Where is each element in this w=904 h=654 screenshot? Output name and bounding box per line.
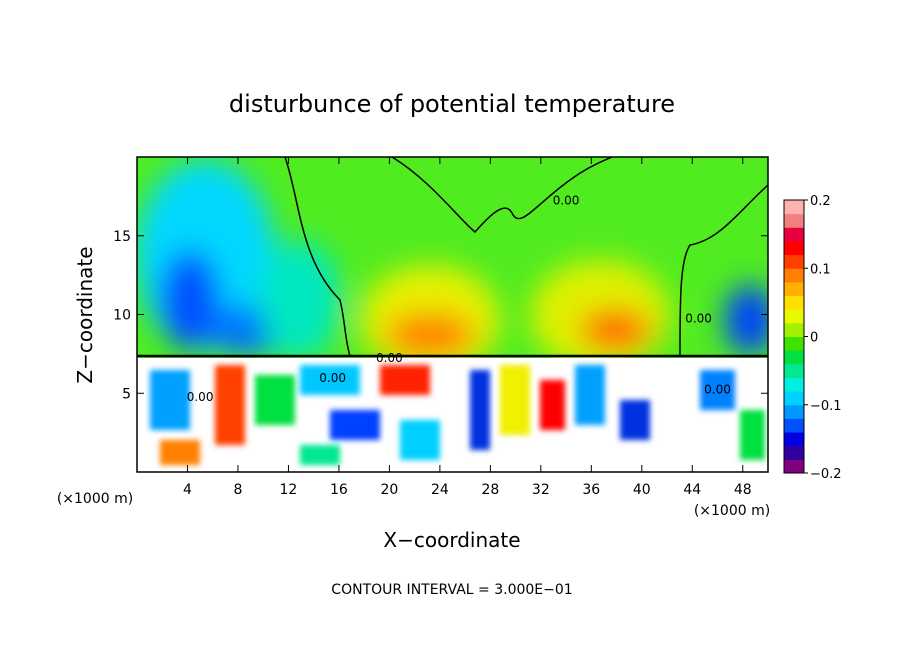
colorbar-tick-label: 0.2 <box>810 194 831 209</box>
zero-contour-north <box>391 157 613 234</box>
zero-contour-east <box>679 184 768 357</box>
colorbar-band <box>784 404 804 419</box>
turbulent-patches <box>150 365 765 465</box>
colorbar-ticks: 0.2 0.1 0 −0.1 −0.2 <box>804 194 842 482</box>
warm-anomaly-east-core <box>580 310 650 350</box>
contour-interval-note: CONTOUR INTERVAL = 3.000E−01 <box>331 582 572 598</box>
colorbar-band <box>784 240 804 256</box>
x-tick-label: 16 <box>330 482 348 498</box>
x-tick-label: 44 <box>683 482 701 498</box>
upper-field <box>137 160 768 375</box>
contour-label: 0.00 <box>685 311 712 325</box>
colorbar-band <box>784 391 804 406</box>
colorbar-band <box>784 363 804 378</box>
colorbar-band <box>784 445 804 460</box>
colorbar-band <box>784 336 804 351</box>
chart-title: disturbunce of potential temperature <box>229 90 675 118</box>
colorbar-band <box>784 418 804 433</box>
lower-field <box>137 358 768 472</box>
cold-anomaly-east <box>725 285 768 355</box>
contour-label: 0.00 <box>376 351 403 365</box>
contour-label: 0.00 <box>187 390 214 404</box>
zero-contour-west <box>284 157 351 357</box>
x-tick-label: 8 <box>233 482 242 498</box>
x-tick-label: 36 <box>582 482 600 498</box>
cold-anomaly-west-core <box>160 250 220 350</box>
x-axis: 4 8 12 16 20 24 28 32 36 40 44 48 <box>183 157 752 498</box>
colorbar-band <box>784 322 804 337</box>
warm-anomaly-center-core <box>385 313 475 357</box>
colorbar-tick-label: −0.1 <box>810 399 842 414</box>
y-tick-label: 10 <box>113 308 131 324</box>
contour-label: 0.00 <box>704 382 731 396</box>
y-axis: 5 10 15 <box>113 229 768 402</box>
x-unit-left: (×1000 m) <box>57 491 133 507</box>
colorbar-band <box>784 295 804 310</box>
colorbar-band <box>784 213 804 228</box>
colorbar-band <box>784 377 804 392</box>
x-axis-label: X−coordinate <box>383 528 520 552</box>
colorbar: 0.2 0.1 0 −0.1 −0.2 <box>783 194 842 482</box>
contour-lines <box>137 157 768 358</box>
plot-area <box>137 157 768 472</box>
x-unit-right: (×1000 m) <box>694 503 770 519</box>
colorbar-band <box>784 309 804 324</box>
colorbar-band <box>784 200 804 215</box>
x-tick-label: 20 <box>380 482 398 498</box>
x-tick-label: 24 <box>431 482 449 498</box>
contour-label: 0.00 <box>319 371 346 385</box>
contour-labels: 0.00 0.00 0.00 0.00 0.00 0.00 <box>187 193 731 404</box>
y-axis-label: Z−coordinate <box>73 246 97 383</box>
colorbar-band <box>784 227 804 242</box>
x-tick-label: 48 <box>734 482 752 498</box>
cool-band-west <box>260 240 340 360</box>
colorbar-tick-label: −0.2 <box>810 467 842 482</box>
x-tick-label: 40 <box>633 482 651 498</box>
colorbar-band <box>784 459 804 474</box>
colorbar-band <box>784 268 804 283</box>
colorbar-band <box>784 350 804 365</box>
colorbar-band <box>784 432 804 447</box>
x-tick-label: 4 <box>183 482 192 498</box>
colorbar-tick-label: 0 <box>810 331 818 346</box>
colorbar-tick-label: 0.1 <box>810 262 831 277</box>
x-tick-label: 28 <box>481 482 499 498</box>
y-tick-label: 15 <box>113 229 131 245</box>
x-tick-label: 32 <box>532 482 550 498</box>
y-tick-label: 5 <box>122 386 131 402</box>
contour-label: 0.00 <box>553 193 580 207</box>
colorbar-band <box>784 254 804 269</box>
x-tick-label: 12 <box>280 482 298 498</box>
colorbar-bands <box>784 200 804 474</box>
colorbar-band <box>784 281 804 297</box>
